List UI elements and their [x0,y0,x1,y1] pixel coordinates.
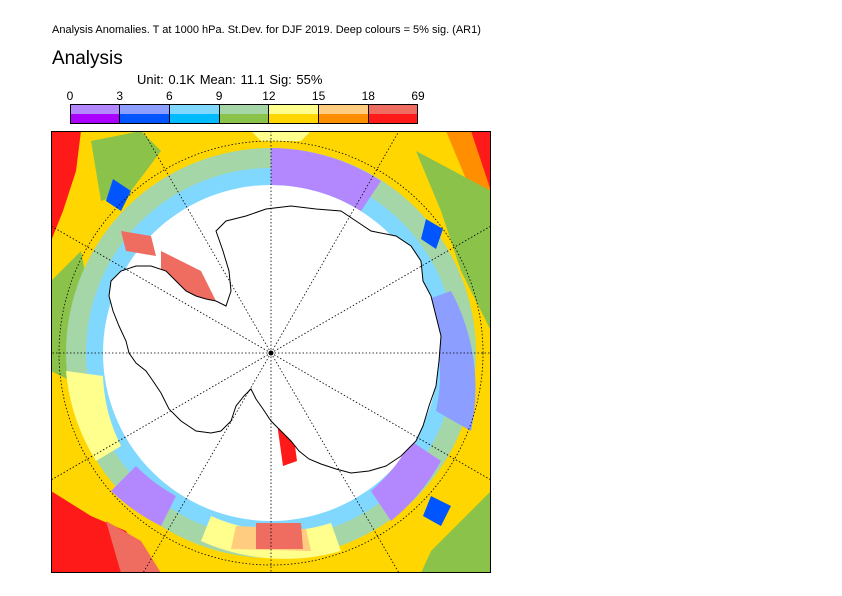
figure-caption: Analysis Anomalies. T at 1000 hPa. St.De… [52,24,481,36]
colorbar-light-swatch [219,104,270,114]
anomaly-patch-light-red-west [121,231,156,256]
anomaly-patch-deep-blue-nw [106,179,131,211]
latitude-circles [58,140,484,566]
colorbar-light-swatch [319,104,370,114]
colorbar-light-swatch [119,104,170,114]
panel-heading: Analysis [52,48,123,69]
colorbar-deep-swatch [70,114,120,124]
anomaly-patch-green-east [416,151,491,331]
colorbar-deep-swatch [369,114,419,124]
anomaly-patch-purple-north [271,148,381,211]
statistics-line: Unit: 0.1K Mean: 11.1 Sig: 55% [137,72,323,87]
colorbar-deep-swatch [219,114,270,124]
meridian-grid [51,131,491,573]
anomaly-patch-red-south [256,523,303,549]
colorbar-tick-label: 6 [166,89,173,103]
anomaly-patch-deep-blue-se [423,496,451,526]
colorbar-ticks: 0 3 6 9 12 15 18 69 [66,89,425,125]
colorbar-light-swatch [269,104,320,114]
south-pole-marker [268,350,274,356]
colorbar-light-swatch [369,104,419,114]
colorbar-light-swatch [70,104,120,114]
colorbar-frame [70,104,418,124]
anomaly-patch-purple-sw [111,466,176,526]
colorbar-tick-label: 69 [411,89,425,103]
anomaly-patch-red-west [51,131,81,241]
colorbar-light-row [70,104,419,114]
anomaly-patch-red-sw-light [106,521,161,573]
colorbar-deep-swatch [319,114,370,124]
anomaly-strip-light-red-interior [161,251,216,306]
anomaly-patch-deep-blue-ne [421,219,443,249]
anomaly-patch-yellow-north [251,131,311,141]
continent-outline [108,205,442,474]
anomaly-patch-green-se [421,491,491,573]
colorbar-tick-label: 12 [262,89,276,103]
colorbar-tick-label: 0 [66,89,74,103]
colorbar-tick-label: 3 [116,89,124,103]
colorbar-tick-label: 15 [311,89,326,103]
colorbar-deep-swatch [169,114,220,124]
colorbar-tick-label: 18 [361,89,375,103]
colorbar-tick-label: 9 [215,89,223,103]
colorbar-deep-row [70,114,419,124]
colorbar-deep-swatch [119,114,170,124]
map-frame [51,131,491,573]
anomaly-patch-yellow-west [66,371,121,461]
anomaly-patch-green-nw [91,131,161,201]
polar-map [51,131,491,573]
colorbar-light-swatch [169,104,220,114]
anomaly-patch-purple-southeast [371,441,441,521]
colorbar-deep-swatch [269,114,320,124]
